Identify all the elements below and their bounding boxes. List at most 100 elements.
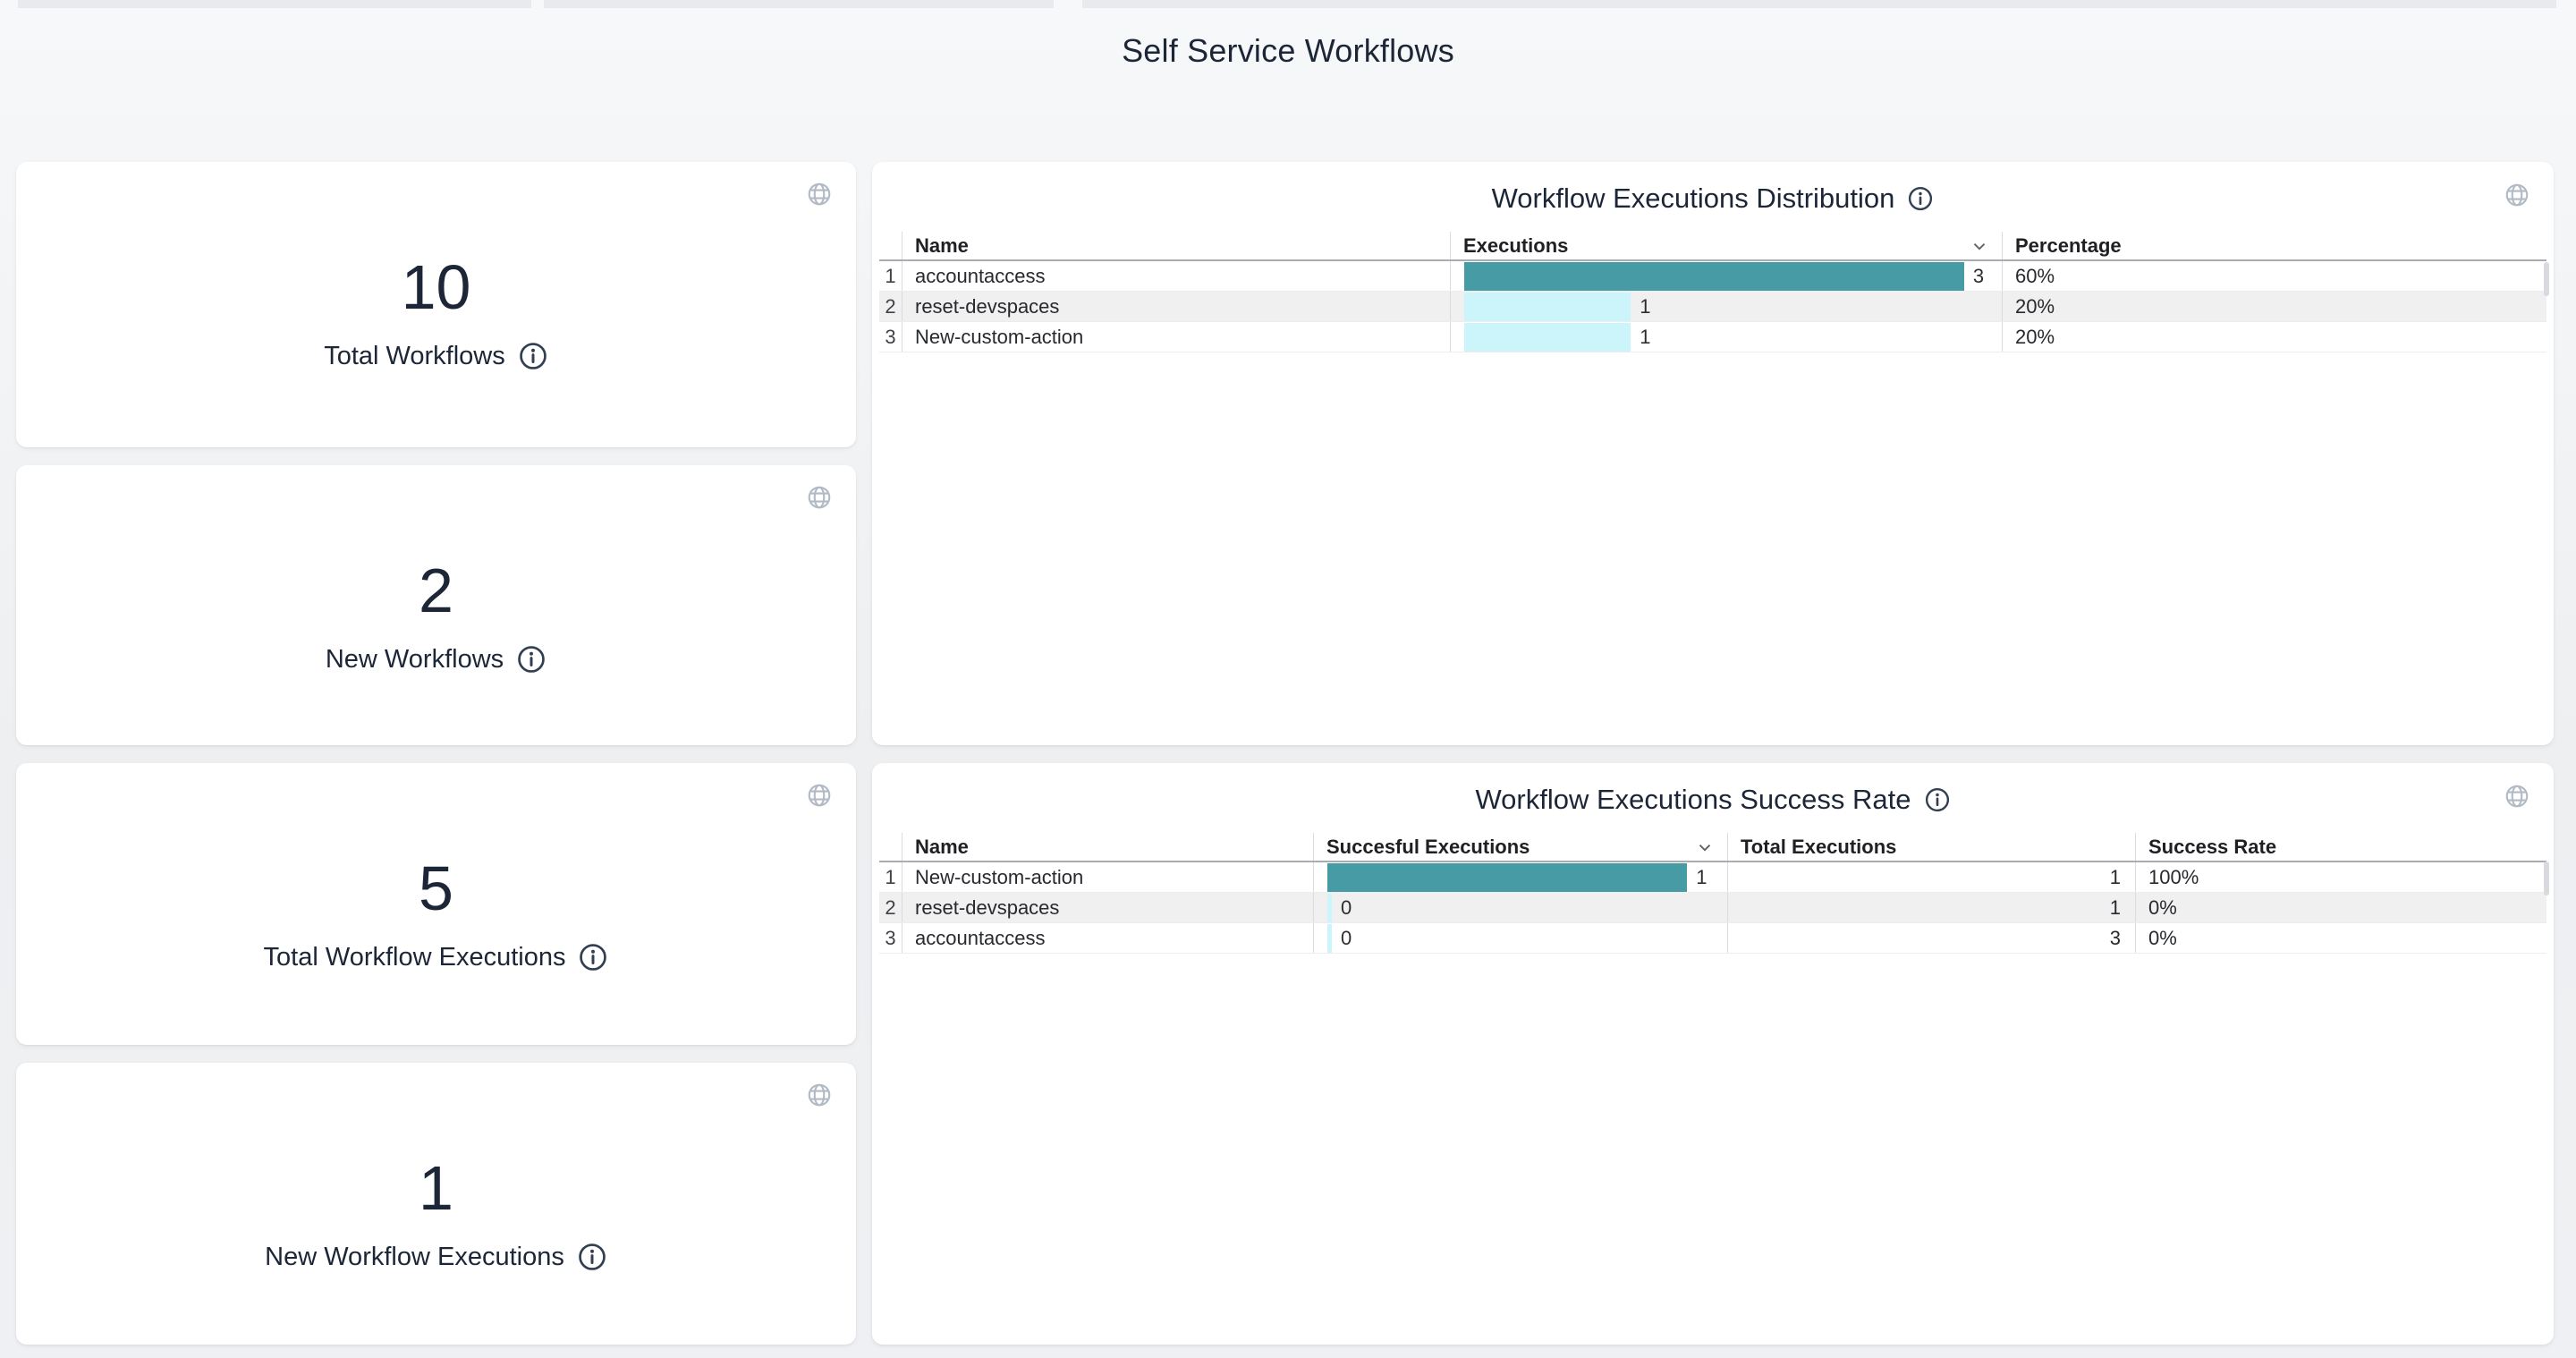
total-executions-cell: 3 <box>1727 923 2135 953</box>
row-number: 2 <box>885 895 896 919</box>
table-scrollbar-thumb[interactable] <box>2544 262 2549 296</box>
stat-value: 5 <box>419 853 453 923</box>
success-rate-cell: 0% <box>2135 923 2546 953</box>
name-cell: reset-devspaces <box>902 893 1313 922</box>
successful-bar <box>1327 893 1332 922</box>
cutoff-panel-edge <box>1082 0 2556 8</box>
stat-label-row: Total Workflows <box>16 337 856 375</box>
header-percentage[interactable]: Percentage <box>2002 232 2546 259</box>
name-cell: reset-devspaces <box>902 292 1450 321</box>
name-cell: accountaccess <box>902 261 1450 291</box>
execution-bar <box>1464 261 1964 291</box>
table-row[interactable]: 1 New-custom-action 1 1 100% <box>879 862 2546 893</box>
bar-value: 1 <box>1640 294 1651 318</box>
execution-bar <box>1464 292 1631 321</box>
table-body: 1 accountaccess 3 60% 2 reset-devspaces … <box>879 261 2546 352</box>
name-cell: New-custom-action <box>902 862 1313 892</box>
table-row[interactable]: 2 reset-devspaces 0 1 0% <box>879 893 2546 923</box>
header-label: Succesful Executions <box>1326 835 1530 858</box>
executions-cell: 1 <box>1450 322 2002 352</box>
stat-card-total-workflows: 10 Total Workflows <box>16 162 856 447</box>
info-icon[interactable] <box>577 1242 607 1272</box>
successful-bar <box>1327 862 1688 892</box>
table-body: 1 New-custom-action 1 1 100% 2 reset-dev… <box>879 862 2546 954</box>
panel-title: Workflow Executions Distribution <box>1491 182 1895 214</box>
header-row-number <box>879 833 902 861</box>
success-rate-cell: 0% <box>2135 893 2546 922</box>
table-header-row: Name Executions Percentage <box>879 232 2546 261</box>
executions-cell: 3 <box>1450 261 2002 291</box>
cutoff-panel-edge <box>544 0 1054 8</box>
name-cell: New-custom-action <box>902 322 1450 352</box>
globe-icon[interactable] <box>806 782 833 809</box>
stat-label: Total Workflow Executions <box>263 942 566 972</box>
workflow-executions-success-rate-panel: Workflow Executions Success Rate Name Su… <box>872 763 2554 1345</box>
total-executions-cell: 1 <box>1727 862 2135 892</box>
stat-value: 10 <box>401 252 471 322</box>
stat-card-new-workflows: 2 New Workflows <box>16 465 856 745</box>
stat-label: New Workflow Executions <box>265 1242 564 1271</box>
name-cell: accountaccess <box>902 923 1313 953</box>
distribution-table: Name Executions Percentage 1 accountacce… <box>879 232 2546 352</box>
bar-value: 0 <box>1341 895 1352 919</box>
successful-bar <box>1327 923 1332 953</box>
table-row[interactable]: 3 accountaccess 0 3 0% <box>879 923 2546 954</box>
header-name[interactable]: Name <box>902 833 1313 861</box>
table-row[interactable]: 1 accountaccess 3 60% <box>879 261 2546 292</box>
row-number: 1 <box>885 264 896 287</box>
chevron-down-icon <box>1695 837 1715 857</box>
row-number: 3 <box>885 926 896 949</box>
stat-label: New Workflows <box>325 644 504 674</box>
info-icon[interactable] <box>518 341 548 371</box>
success-rate-table: Name Succesful Executions Total Executio… <box>879 833 2546 954</box>
header-executions[interactable]: Executions <box>1450 232 2002 259</box>
panel-title-row: Workflow Executions Distribution <box>872 178 2554 219</box>
chevron-down-icon <box>1970 236 1989 256</box>
percentage-cell: 60% <box>2002 261 2546 291</box>
stat-value: 1 <box>419 1153 453 1223</box>
percentage-cell: 20% <box>2002 292 2546 321</box>
info-icon[interactable] <box>578 942 608 972</box>
globe-icon[interactable] <box>806 1082 833 1108</box>
header-total-executions[interactable]: Total Executions <box>1727 833 2135 861</box>
bar-value: 3 <box>1972 264 1985 287</box>
table-row[interactable]: 2 reset-devspaces 1 20% <box>879 292 2546 322</box>
table-header-row: Name Succesful Executions Total Executio… <box>879 833 2546 862</box>
globe-icon[interactable] <box>2504 783 2530 810</box>
header-name[interactable]: Name <box>902 232 1450 259</box>
workflow-executions-distribution-panel: Workflow Executions Distribution Name Ex… <box>872 162 2554 745</box>
info-icon[interactable] <box>1924 786 1951 813</box>
row-number: 2 <box>885 294 896 318</box>
stat-label-row: Total Workflow Executions <box>16 938 856 976</box>
stat-card-total-workflow-executions: 5 Total Workflow Executions <box>16 763 856 1045</box>
percentage-cell: 20% <box>2002 322 2546 352</box>
header-successful-executions[interactable]: Succesful Executions <box>1313 833 1727 861</box>
success-rate-cell: 100% <box>2135 862 2546 892</box>
page-title: Self Service Workflows <box>1122 32 1454 69</box>
bar-value: 1 <box>1696 865 1707 888</box>
row-number: 1 <box>885 865 896 888</box>
successful-executions-cell: 0 <box>1313 923 1727 953</box>
header-label: Executions <box>1463 233 1569 257</box>
bar-value: 1 <box>1640 325 1651 348</box>
execution-bar <box>1464 322 1631 352</box>
total-executions-cell: 1 <box>1727 893 2135 922</box>
executions-cell: 1 <box>1450 292 2002 321</box>
globe-icon[interactable] <box>806 484 833 511</box>
stat-value: 2 <box>419 556 453 625</box>
info-icon[interactable] <box>1907 185 1934 212</box>
row-number: 3 <box>885 325 896 348</box>
stat-label-row: New Workflows <box>16 641 856 678</box>
header-success-rate[interactable]: Success Rate <box>2135 833 2546 861</box>
header-row-number <box>879 232 902 259</box>
stat-card-new-workflow-executions: 1 New Workflow Executions <box>16 1063 856 1345</box>
bar-value: 0 <box>1341 926 1352 949</box>
table-scrollbar-thumb[interactable] <box>2544 861 2549 895</box>
panel-title: Workflow Executions Success Rate <box>1475 784 1911 815</box>
globe-icon[interactable] <box>806 181 833 208</box>
stat-label: Total Workflows <box>324 341 505 370</box>
globe-icon[interactable] <box>2504 182 2530 208</box>
table-row[interactable]: 3 New-custom-action 1 20% <box>879 322 2546 352</box>
info-icon[interactable] <box>516 644 547 675</box>
